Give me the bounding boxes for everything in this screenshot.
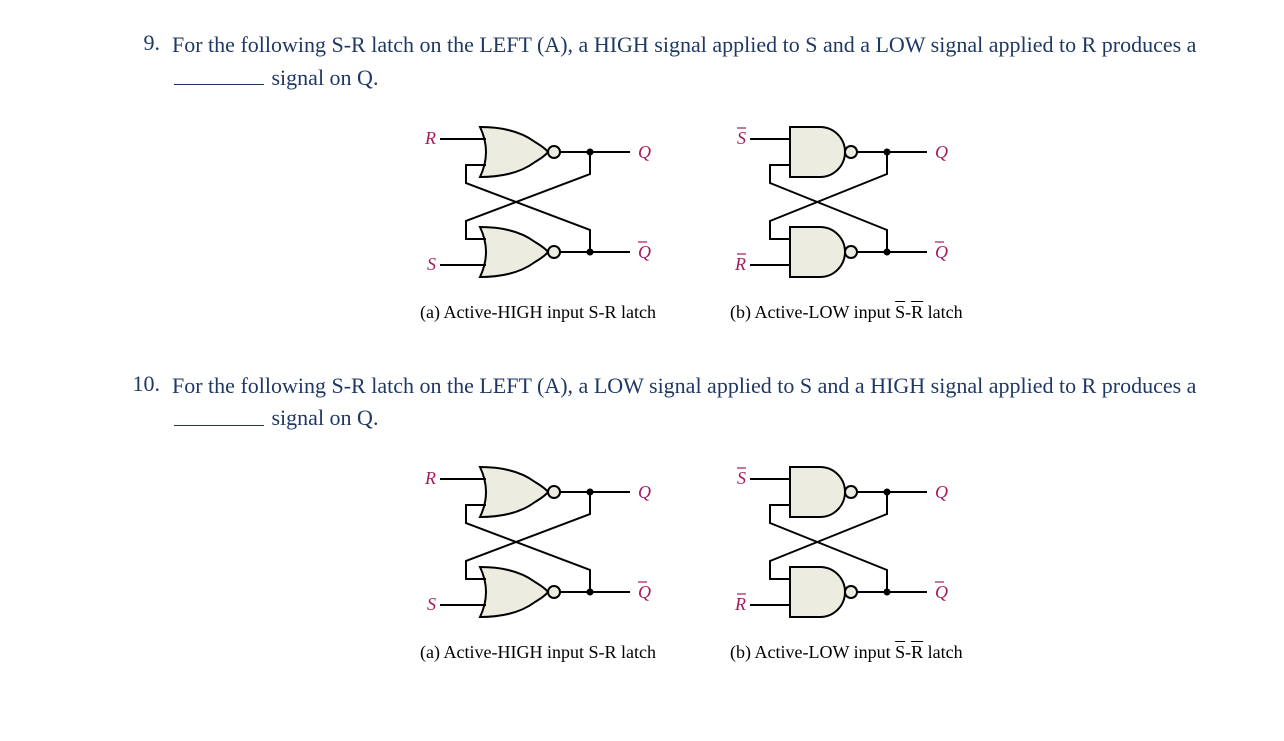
nor-latch: R S Q Q: [420, 112, 660, 292]
svg-text:S: S: [737, 468, 746, 488]
svg-text:Q: Q: [935, 582, 948, 602]
question-text: For the following S-R latch on the LEFT …: [172, 30, 1222, 94]
svg-text:S: S: [737, 128, 746, 148]
figure: S R Q Q (b) Active-LOW input S-R latch: [730, 452, 970, 663]
figure: S R Q Q (b) Active-LOW input S-R latch: [730, 112, 970, 323]
question-number: 9.: [120, 30, 172, 56]
nand-latch: S R Q Q: [730, 452, 970, 632]
svg-text:R: R: [424, 128, 436, 148]
figure-caption: (b) Active-LOW input S-R latch: [730, 302, 963, 323]
fill-blank: [174, 401, 264, 425]
nor-latch: R S Q Q: [420, 452, 660, 632]
svg-text:R: R: [734, 594, 746, 614]
figure-caption: (a) Active-HIGH input S-R latch: [420, 642, 656, 663]
svg-text:Q: Q: [638, 482, 651, 502]
svg-text:Q: Q: [935, 482, 948, 502]
question-number: 10.: [120, 371, 172, 397]
svg-text:S: S: [427, 254, 436, 274]
figure-caption: (b) Active-LOW input S-R latch: [730, 642, 963, 663]
question: 9.For the following S-R latch on the LEF…: [20, 30, 1264, 323]
fill-blank: [174, 61, 264, 85]
svg-text:Q: Q: [935, 142, 948, 162]
figure: R S Q Q (a) Active-HIGH input S-R latch: [420, 112, 660, 323]
nand-latch: S R Q Q: [730, 112, 970, 292]
figure: R S Q Q (a) Active-HIGH input S-R latch: [420, 452, 660, 663]
svg-text:Q: Q: [638, 582, 651, 602]
svg-text:Q: Q: [935, 242, 948, 262]
question: 10.For the following S-R latch on the LE…: [20, 371, 1264, 664]
question-text: For the following S-R latch on the LEFT …: [172, 371, 1222, 435]
svg-text:Q: Q: [638, 142, 651, 162]
figure-row: R S Q Q (a) Active-HIGH input S-R latch S R Q Q…: [420, 452, 1264, 663]
svg-text:R: R: [424, 468, 436, 488]
svg-text:Q: Q: [638, 242, 651, 262]
figure-caption: (a) Active-HIGH input S-R latch: [420, 302, 656, 323]
svg-text:S: S: [427, 594, 436, 614]
svg-text:R: R: [734, 254, 746, 274]
figure-row: R S Q Q (a) Active-HIGH input S-R latch S R Q Q…: [420, 112, 1264, 323]
